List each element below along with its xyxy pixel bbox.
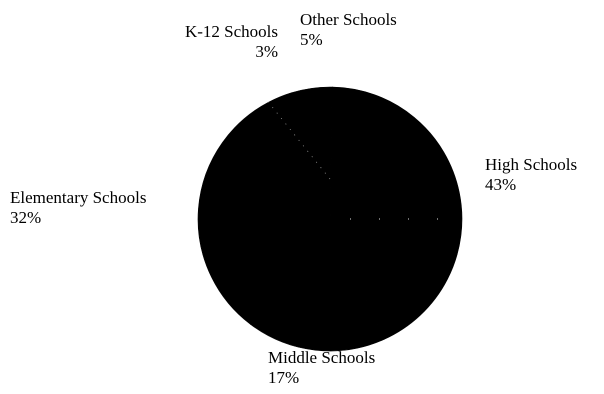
- pie-slice-middle-schools: [250, 218, 385, 352]
- label-elementary-schools: Elementary Schools 32%: [10, 188, 146, 228]
- label-other-schools-value: 5%: [300, 30, 323, 49]
- label-k12-schools-name: K-12 Schools: [184, 22, 278, 41]
- label-high-schools: High Schools 43%: [485, 155, 577, 195]
- label-other-schools: Other Schools 5%: [300, 10, 397, 50]
- label-high-schools-value: 43%: [485, 175, 517, 194]
- label-high-schools-name: High Schools: [485, 155, 578, 174]
- pie-slice-elementary-schools: [197, 101, 331, 325]
- label-k12-schools: K-12 Schools 3%: [158, 22, 278, 62]
- label-elementary-schools-name: Elementary Schools: [10, 188, 147, 207]
- label-other-schools-name: Other Schools: [300, 10, 397, 29]
- label-elementary-schools-value: 32%: [10, 208, 42, 227]
- pie-slice-high-schools: [329, 86, 463, 340]
- pie-separator-line: [268, 101, 331, 180]
- label-k12-schools-value: 3%: [255, 42, 278, 61]
- label-middle-schools-value: 17%: [268, 368, 300, 387]
- pie-slice-other-schools: [291, 86, 333, 220]
- label-middle-schools: Middle Schools 17%: [268, 348, 375, 388]
- label-middle-schools-name: Middle Schools: [268, 348, 376, 367]
